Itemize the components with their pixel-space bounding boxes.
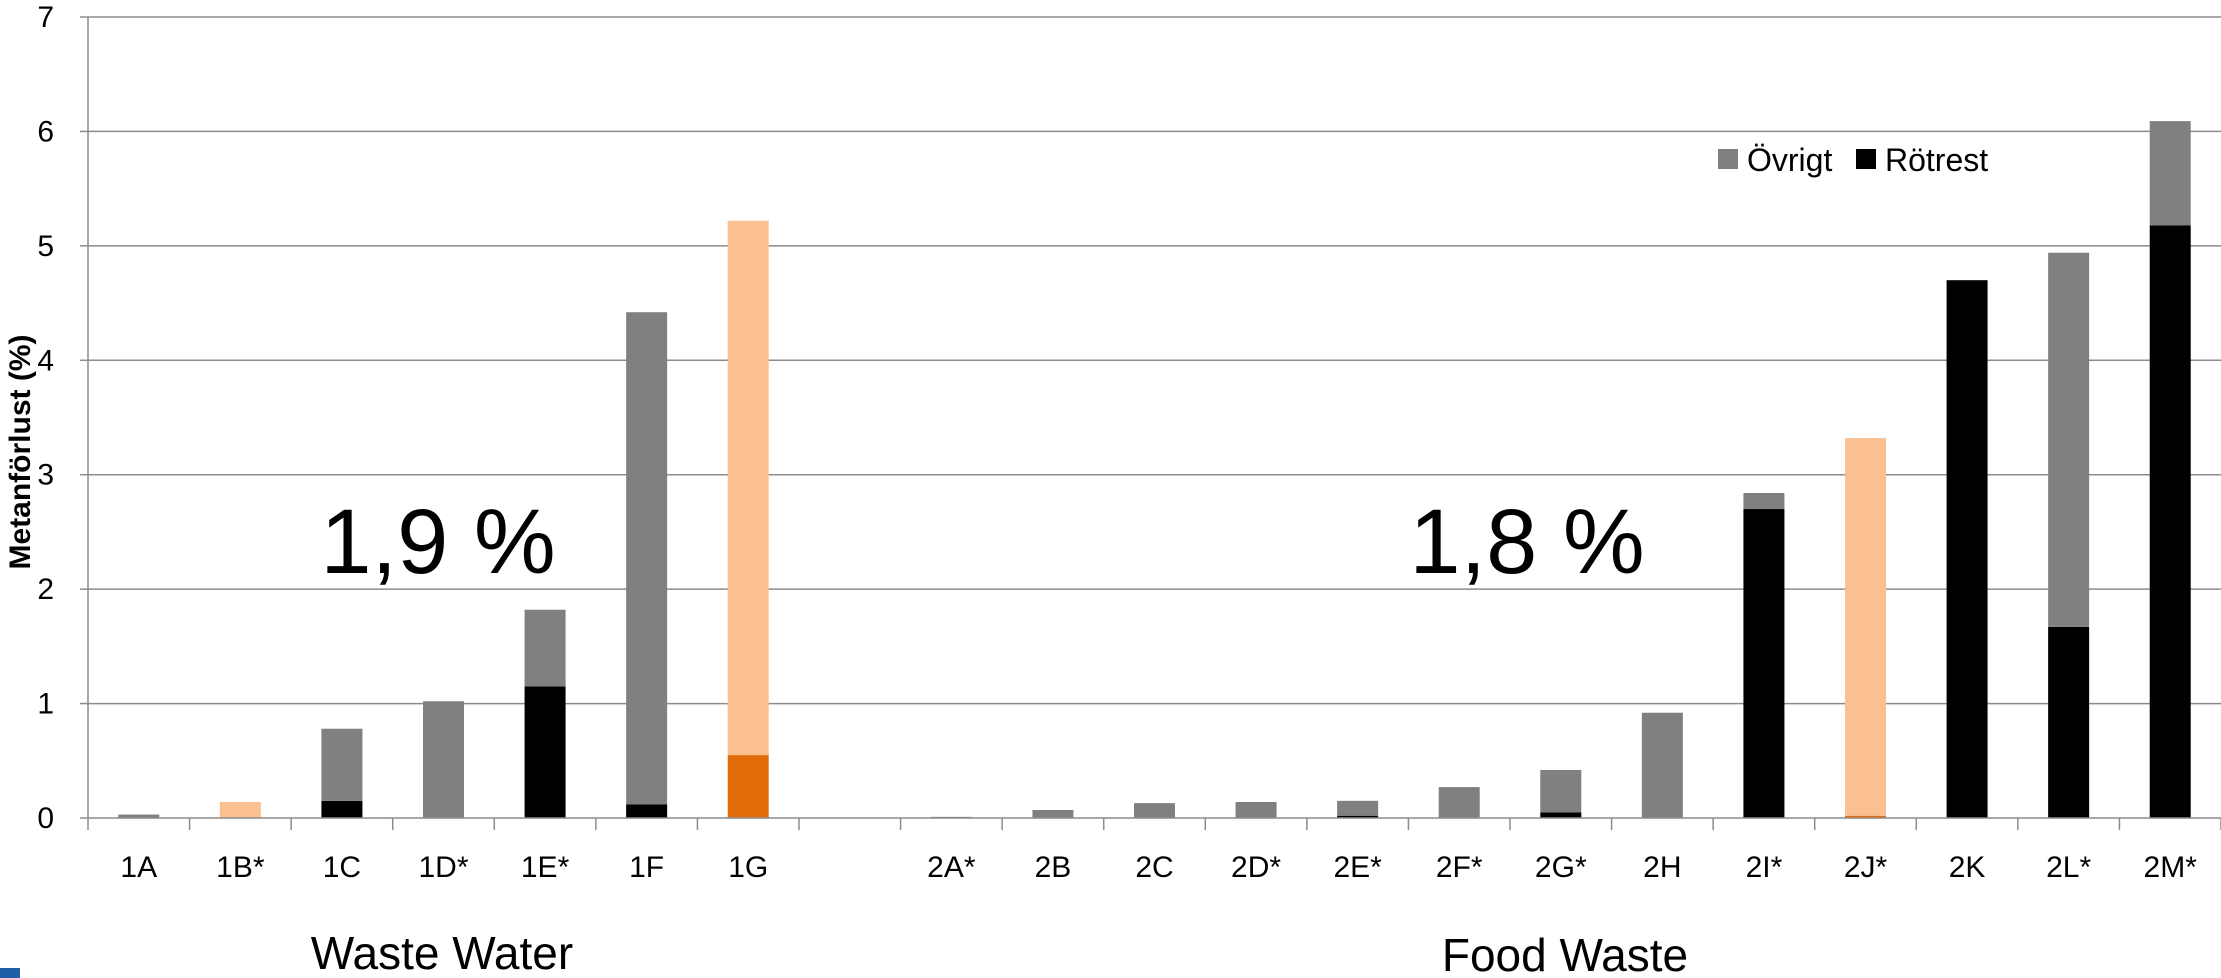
x-tick-label: 2C <box>1135 851 1173 884</box>
group-annotation-waste-water: 1,9 % <box>320 491 555 593</box>
legend-label-ovrigt: Övrigt <box>1747 142 1832 178</box>
bar-segment <box>2048 252 2090 627</box>
corner-logo-mark <box>0 968 20 978</box>
bars <box>118 121 2191 819</box>
x-tick-label: 2K <box>1949 851 1986 884</box>
bar-segment <box>1540 769 1582 813</box>
legend: Övrigt Rötrest <box>1718 142 1988 178</box>
x-tick-label: 1C <box>323 851 361 884</box>
bar-segment <box>1235 801 1277 818</box>
x-tick-label: 2E* <box>1333 851 1382 884</box>
bar-segment <box>423 701 464 818</box>
bar-segment <box>219 801 261 818</box>
x-tick-label: 1D* <box>418 851 468 884</box>
bar-segment <box>1743 493 1785 510</box>
x-tick-label: 2I* <box>1746 851 1783 884</box>
x-tick-label: 1B* <box>216 851 265 884</box>
x-tick-label: 1A <box>120 851 157 884</box>
x-tick-label: 2B <box>1035 851 1072 884</box>
bar-segment <box>727 755 769 818</box>
x-tick-label: 2G* <box>1535 851 1587 884</box>
y-tick-label: 4 <box>37 344 54 377</box>
bar-segment <box>1946 280 1988 819</box>
bar-segment <box>1540 812 1582 818</box>
group-label-food-waste: Food Waste <box>1442 929 1688 978</box>
bar-segment <box>1438 787 1480 818</box>
bar-segment <box>321 800 363 818</box>
bar-segment <box>1134 803 1175 818</box>
legend-swatch-rotrest <box>1856 149 1876 169</box>
bar-segment <box>1641 712 1683 818</box>
bar-segment <box>1845 815 1886 818</box>
bar-segment <box>626 804 668 818</box>
bar-segment <box>524 686 566 818</box>
bar-segment <box>1743 509 1785 818</box>
group-label-waste-water: Waste Water <box>311 927 573 978</box>
x-tick-label: 1E* <box>521 851 570 884</box>
x-tick-label: 2L* <box>2046 851 2091 884</box>
y-tick-label: 3 <box>37 459 54 492</box>
x-tick-label: 2F* <box>1436 851 1483 884</box>
bar-segment <box>118 814 160 818</box>
y-tick-label: 7 <box>37 1 54 34</box>
x-tick-label: 1G <box>728 851 768 884</box>
bar-segment <box>2149 225 2191 818</box>
legend-swatch-ovrigt <box>1718 149 1738 169</box>
bar-segment <box>1845 438 1886 816</box>
bar-segment <box>321 728 363 801</box>
bar-segment <box>1337 800 1379 816</box>
y-tick-label: 2 <box>37 573 54 606</box>
bar-segment <box>626 312 668 805</box>
x-tick-label: 2D* <box>1231 851 1281 884</box>
bar-segment <box>1337 815 1379 818</box>
x-tick-label: 1F <box>629 851 664 884</box>
bar-segment <box>2048 626 2090 818</box>
x-tick-label: 2M* <box>2144 851 2198 884</box>
axes: 0 1 2 3 4 5 6 7 1A 1B* 1C 1D* 1E* 1F 1G 2A* 2B 2C 2D* 2E* 2F… <box>37 1 2221 884</box>
y-tick-label: 0 <box>37 802 54 835</box>
y-tick-label: 1 <box>37 688 54 721</box>
x-tick-label: 2H <box>1643 851 1681 884</box>
bar-segment <box>2149 121 2191 226</box>
bar-segment <box>1032 809 1074 818</box>
bar-segment <box>524 609 566 687</box>
x-tick-label: 2A* <box>927 851 976 884</box>
y-tick-label: 6 <box>37 115 54 148</box>
y-tick-label: 5 <box>37 230 54 263</box>
gridlines <box>88 16 2221 705</box>
bar-segment <box>727 220 769 756</box>
y-axis-label: Metanförlust (%) <box>4 335 37 570</box>
group-annotation-food-waste: 1,8 % <box>1409 491 1644 593</box>
legend-label-rotrest: Rötrest <box>1885 142 1988 178</box>
x-tick-label: 2J* <box>1844 851 1888 884</box>
